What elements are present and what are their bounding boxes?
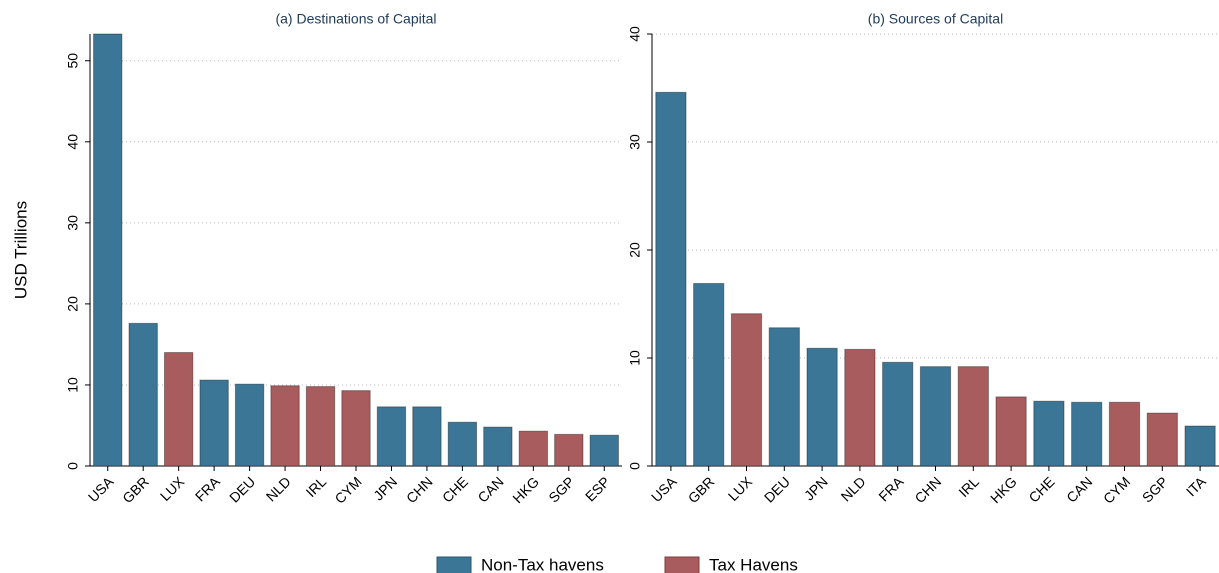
bar — [341, 390, 371, 467]
x-tick-label: ESP — [582, 473, 613, 504]
bar — [554, 433, 584, 467]
x-tick-label: CYM — [1100, 473, 1133, 506]
x-tick-label: USA — [85, 473, 117, 505]
x-tick-label: CHE — [1025, 473, 1057, 505]
x-tick-label: IRL — [303, 473, 330, 500]
bar — [412, 406, 442, 467]
x-tick-label: CYM — [331, 473, 364, 506]
x-tick-label: CHN — [911, 473, 944, 506]
bar — [447, 421, 478, 467]
bar — [693, 282, 725, 467]
x-tick-label: NLD — [838, 473, 869, 504]
y-tick-label: 0 — [65, 462, 81, 470]
x-tick-label: GBR — [119, 473, 152, 506]
bar — [1033, 400, 1065, 467]
y-tick-label: 30 — [65, 215, 81, 231]
y-tick-label: 50 — [65, 53, 81, 69]
bar — [768, 327, 800, 467]
y-tick-label: 20 — [627, 242, 643, 258]
x-tick-label: USA — [648, 473, 680, 505]
bar — [163, 352, 194, 467]
bar — [483, 426, 513, 467]
bar — [270, 385, 300, 467]
chart-title: (b) Sources of Capital — [868, 11, 1003, 27]
bar — [1184, 425, 1216, 467]
y-tick-label: 40 — [65, 134, 81, 150]
y-tick-label: 40 — [627, 26, 643, 42]
x-tick-label: SGP — [545, 473, 577, 505]
x-tick-label: FRA — [192, 473, 224, 505]
legend-swatch — [664, 556, 700, 573]
x-tick-label: JPN — [801, 473, 831, 503]
x-tick-label: GBR — [685, 473, 718, 506]
x-tick-label: CAN — [474, 473, 506, 505]
x-tick-label: DEU — [761, 473, 793, 505]
bar — [919, 366, 952, 467]
y-tick-label: 10 — [627, 350, 643, 366]
y-tick-label: 0 — [627, 462, 643, 470]
x-tick-label: SGP — [1139, 473, 1171, 505]
bar — [199, 379, 229, 467]
bar — [806, 347, 838, 467]
bar — [655, 91, 687, 467]
y-tick-label: 30 — [627, 134, 643, 150]
bar — [730, 313, 763, 467]
chart-title: (a) Destinations of Capital — [275, 11, 436, 27]
x-tick-label: HKG — [987, 473, 1020, 506]
bar — [376, 406, 407, 467]
bar — [844, 348, 876, 467]
bar — [1108, 401, 1141, 467]
y-axis-label: USD Trillions — [11, 201, 30, 299]
legend-label: Non-Tax havens — [481, 555, 604, 573]
x-tick-label: ITA — [1183, 473, 1209, 499]
x-tick-label: CAN — [1063, 473, 1095, 505]
x-tick-label: FRA — [875, 473, 907, 505]
bar — [1146, 412, 1178, 467]
bar — [589, 434, 619, 467]
y-tick-label: 20 — [65, 296, 81, 312]
x-tick-label: LUX — [725, 473, 756, 504]
x-tick-label: DEU — [226, 473, 258, 505]
legend-swatch — [436, 556, 472, 573]
y-tick-label: 10 — [65, 377, 81, 393]
x-tick-label: HKG — [509, 473, 542, 506]
x-tick-label: NLD — [263, 473, 294, 504]
x-tick-label: LUX — [157, 473, 188, 504]
bar — [957, 366, 989, 467]
bar — [518, 430, 549, 467]
x-tick-label: CHE — [439, 473, 471, 505]
bar — [234, 383, 265, 467]
bar — [995, 396, 1027, 467]
bar — [93, 33, 123, 467]
bar — [128, 322, 158, 467]
bar — [1071, 401, 1103, 467]
x-tick-label: IRL — [955, 473, 982, 500]
bar — [882, 361, 914, 467]
x-tick-label: JPN — [370, 473, 400, 503]
bar — [305, 386, 336, 467]
x-tick-label: CHN — [403, 473, 436, 506]
legend-label: Tax Havens — [709, 555, 798, 573]
